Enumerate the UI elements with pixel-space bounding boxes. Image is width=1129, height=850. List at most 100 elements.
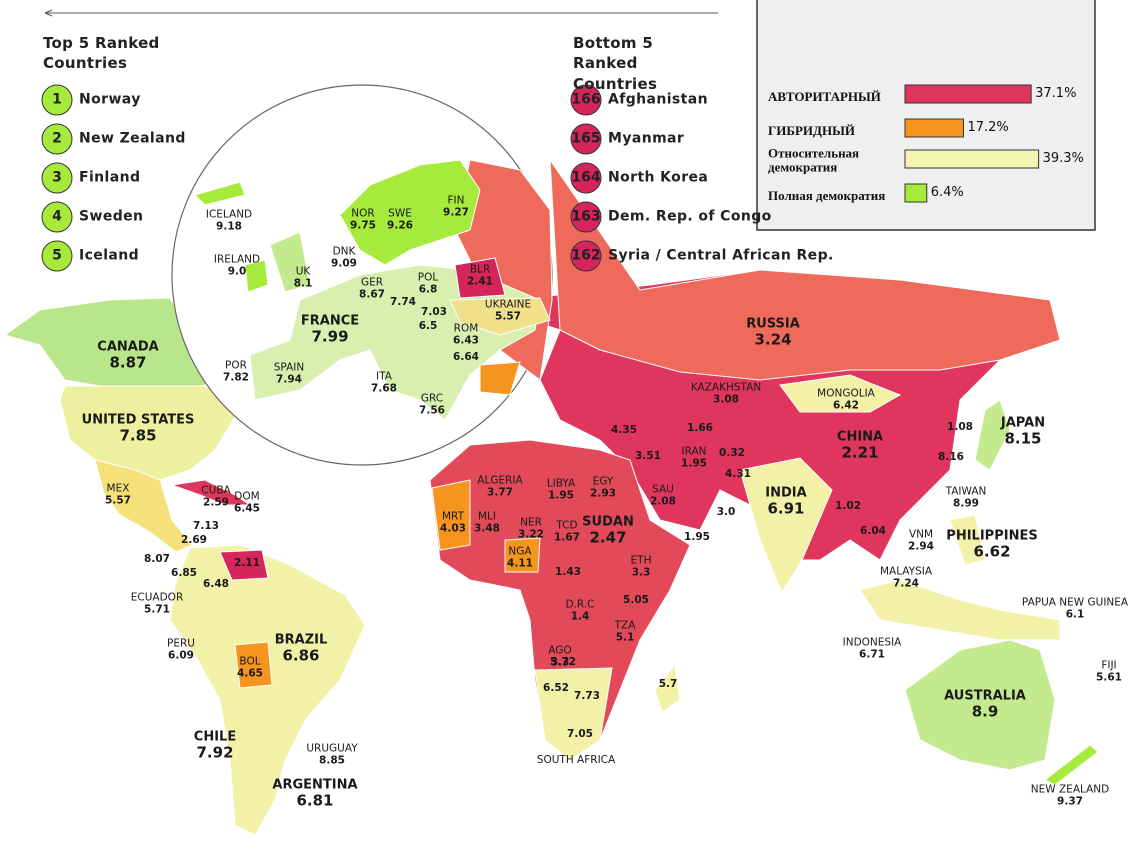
rank-number: 4 bbox=[52, 208, 62, 225]
uk-shape bbox=[269, 231, 311, 293]
country-name: ALGERIA bbox=[477, 474, 523, 487]
country-name: NEW ZEALAND bbox=[1030, 783, 1110, 796]
india-shape bbox=[739, 457, 833, 594]
country-name: MONGOLIA bbox=[817, 387, 875, 400]
list-title: Bottom 5 Ranked Countries bbox=[573, 34, 658, 93]
country-score: 6.43 bbox=[453, 334, 479, 346]
country-label: 7.73 bbox=[574, 691, 600, 703]
country-label: TZA 5.1 bbox=[615, 620, 636, 643]
country-label: FIJI 5.61 bbox=[1096, 660, 1122, 683]
rank-number: 166 bbox=[571, 91, 601, 108]
country-score: 5.72 bbox=[550, 656, 576, 669]
country-name: AGO bbox=[548, 644, 572, 657]
country-name: MRT bbox=[441, 510, 465, 523]
country-name: BRAZIL bbox=[274, 632, 328, 648]
country-score: 9.27 bbox=[443, 206, 469, 218]
country-score: 0.32 bbox=[719, 447, 745, 460]
country-score: 4.35 bbox=[611, 424, 637, 437]
country-score: 7.82 bbox=[223, 371, 249, 383]
country-label: AUSTRALIA 8.9 bbox=[944, 689, 1026, 721]
rank-country: Norway bbox=[79, 91, 141, 108]
country-label: 3.0 bbox=[717, 507, 736, 519]
country-score: 7.85 bbox=[119, 426, 157, 445]
rank-badge bbox=[570, 84, 602, 116]
nigeria-shape bbox=[504, 537, 541, 573]
rank-country: Iceland bbox=[79, 247, 140, 264]
country-label: MEX 5.57 bbox=[105, 483, 131, 506]
country-score: 7.13 bbox=[193, 520, 219, 533]
country-score: 5.61 bbox=[1096, 671, 1122, 683]
rank-number: 162 bbox=[571, 247, 601, 264]
country-score: 3.08 bbox=[713, 393, 739, 405]
country-label: ARGENTINA 6.81 bbox=[272, 778, 357, 810]
country-name: BLR bbox=[469, 263, 491, 276]
country-label: CHINA 2.21 bbox=[837, 430, 883, 462]
country-name: ICELAND bbox=[205, 208, 253, 221]
rank-number: 165 bbox=[571, 130, 601, 147]
country-label: PAPUA NEW GUINEA 6.1 bbox=[1022, 597, 1128, 620]
country-score: 5.57 bbox=[495, 310, 521, 322]
country-score: 4.11 bbox=[507, 557, 533, 569]
country-score: 7.94 bbox=[276, 373, 302, 385]
europe-land bbox=[194, 159, 553, 421]
country-score: 6.1 bbox=[1065, 608, 1085, 620]
country-score: 3.24 bbox=[754, 330, 792, 349]
country-label: 2.11 bbox=[234, 558, 260, 570]
country-score: 6.09 bbox=[168, 649, 194, 661]
country-label: D.R.C 1.4 bbox=[565, 599, 594, 622]
country-score: 3.48 bbox=[474, 522, 500, 534]
mongolia-shape bbox=[779, 374, 902, 413]
country-name: KAZAKHSTAN bbox=[690, 381, 762, 394]
country-label: PERU 6.09 bbox=[167, 638, 195, 661]
country-name: FRANCE bbox=[300, 313, 360, 329]
country-name: PERU bbox=[167, 637, 195, 650]
list-title: Top 5 Ranked Countries bbox=[43, 34, 160, 73]
country-name: PAPUA NEW GUINEA bbox=[1021, 596, 1129, 609]
country-label: SOUTH AFRICA bbox=[537, 755, 615, 767]
country-name: IRELAND bbox=[213, 253, 261, 266]
country-score: 1.08 bbox=[947, 421, 973, 434]
country-score: 2.94 bbox=[908, 540, 934, 552]
country-label: SUDAN 2.47 bbox=[582, 515, 634, 547]
country-label: ICELAND 9.18 bbox=[206, 209, 252, 232]
country-score: 6.5 bbox=[418, 320, 438, 333]
country-name: UNITED STATES bbox=[81, 412, 195, 428]
rank-badge bbox=[41, 201, 73, 233]
country-label: AGO 3.3 bbox=[548, 645, 571, 668]
country-score: 6.85 bbox=[171, 567, 197, 580]
country-name: NER bbox=[520, 516, 542, 529]
country-name: LIBYA bbox=[546, 477, 576, 490]
country-label: 1.95 bbox=[684, 532, 710, 544]
country-label: 6.85 bbox=[171, 568, 197, 580]
rank-country: North Korea bbox=[608, 169, 709, 186]
country-score: 8.85 bbox=[319, 754, 345, 766]
country-score: 5.71 bbox=[144, 603, 170, 615]
country-label: DOM 6.45 bbox=[234, 491, 260, 514]
country-label: 4.35 bbox=[611, 425, 637, 437]
country-score: 6.48 bbox=[203, 578, 229, 591]
country-label: JAPAN 8.15 bbox=[1000, 415, 1046, 448]
country-label: TAIWAN 8.99 bbox=[946, 486, 987, 509]
country-score: 8.87 bbox=[109, 353, 147, 372]
country-name: FIJI bbox=[1101, 659, 1117, 672]
country-name: JAPAN bbox=[1000, 415, 1046, 431]
country-score: 9.0 bbox=[227, 265, 247, 277]
country-label: SWE 9.26 bbox=[387, 208, 413, 231]
country-label: ROM 6.43 bbox=[453, 323, 479, 346]
country-score: 2.08 bbox=[650, 495, 676, 507]
country-score: 2.59 bbox=[203, 496, 229, 508]
country-label: MALAYSIA 7.24 bbox=[880, 566, 932, 589]
legend-label: Относительная демократия bbox=[768, 145, 860, 175]
arrow-head bbox=[44, 9, 53, 17]
country-score: 6.64 bbox=[453, 351, 479, 364]
venezuela-shape bbox=[219, 549, 269, 581]
rank-number: 3 bbox=[52, 169, 62, 186]
rank-country: New Zealand bbox=[79, 130, 186, 147]
country-label: FRANCE 7.99 bbox=[300, 313, 360, 346]
rank-badge bbox=[570, 162, 602, 194]
rank-badge bbox=[41, 162, 73, 194]
country-name: NGA bbox=[508, 545, 532, 558]
country-name: SPAIN bbox=[273, 361, 305, 374]
country-name: FIN bbox=[447, 194, 465, 207]
